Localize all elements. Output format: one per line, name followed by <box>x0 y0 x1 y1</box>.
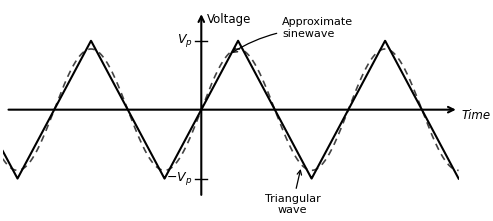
Text: Triangular
wave: Triangular wave <box>265 170 320 215</box>
Text: $V_p$: $V_p$ <box>177 32 192 49</box>
Text: Time: Time <box>461 109 491 122</box>
Text: $-V_p$: $-V_p$ <box>166 170 192 187</box>
Text: Voltage: Voltage <box>207 13 251 27</box>
Text: Approximate
sinewave: Approximate sinewave <box>233 17 353 52</box>
